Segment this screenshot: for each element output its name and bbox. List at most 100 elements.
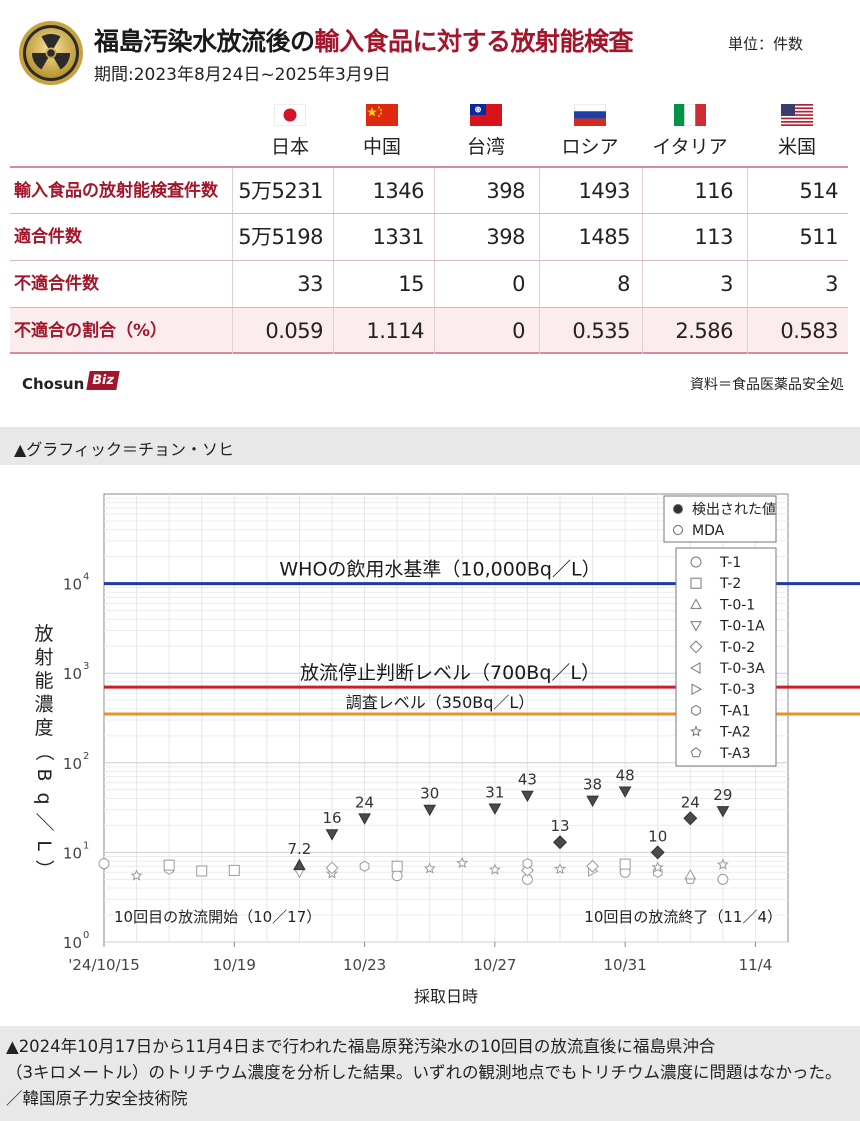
detected-point — [293, 858, 306, 871]
y-tick-label: 10 — [63, 934, 82, 952]
y-tick-exponent: 3 — [83, 661, 89, 672]
table-cell: 0 — [434, 308, 535, 354]
y-axis-title-char: 射 — [34, 647, 53, 669]
detected-point — [683, 811, 698, 826]
table-cell: 113 — [642, 214, 743, 260]
row-label: 輸入食品の放射能検査件数 — [14, 181, 218, 201]
legend-label: T-0-3A — [719, 661, 765, 677]
legend-marker — [690, 556, 702, 568]
table-row-failed: 不適合件数 33 15 0 8 3 3 — [10, 260, 848, 307]
italy-flag-icon — [674, 104, 706, 126]
data-label: 24 — [681, 793, 700, 811]
legend-marker — [690, 747, 702, 758]
brand-tag: Biz — [86, 371, 120, 390]
china-flag-icon — [366, 104, 398, 126]
graphic-credit-bar: ▲グラフィック＝チョン・ソヒ — [0, 427, 860, 465]
legend-label: MDA — [692, 523, 725, 539]
x-tick-label: 10/19 — [213, 956, 256, 974]
legend-label: T-A3 — [719, 746, 751, 762]
table-cell: 5万5198 — [232, 214, 333, 260]
reference-line-label: 調査レベル（350Bq／L） — [346, 693, 535, 712]
table-cell: 116 — [642, 168, 743, 214]
legend-label: T-A1 — [719, 703, 751, 719]
table-cell: 1493 — [539, 168, 640, 214]
country-name: 台湾 — [466, 136, 505, 158]
country-name: 中国 — [362, 136, 401, 158]
caption-line-3: ／韓国原子力安全技術院 — [6, 1089, 188, 1108]
country-header-italy: イタリア — [640, 98, 740, 166]
mda-point — [488, 863, 501, 875]
table-cell: 511 — [747, 214, 848, 260]
country-name: ロシア — [561, 136, 619, 158]
mda-point — [716, 858, 729, 870]
graphic-credit: ▲グラフィック＝チョン・ソヒ — [14, 440, 234, 459]
mda-point — [522, 858, 533, 870]
taiwan-flag-icon — [470, 104, 502, 126]
source-note: 資料＝食品医薬品安全処 — [690, 377, 844, 393]
inspection-table: 日本 中国 台湾 ロシア イタリア 米国 輸入食品の放射能検査件数 — [10, 98, 848, 354]
usa-flag-icon — [781, 104, 813, 126]
annotation-release-end: 10回目の放流終了（11／4） — [584, 908, 782, 926]
title-main: 福島汚染水放流後の — [94, 27, 315, 56]
legend-marker — [673, 525, 683, 535]
table-cell: 1485 — [539, 214, 640, 260]
y-axis-title-char: ／ — [33, 812, 55, 831]
y-axis-title-char: 度 — [34, 717, 53, 739]
y-axis-title-char: （ — [33, 742, 55, 761]
legend-label: T-0-2 — [719, 640, 755, 656]
mda-point — [553, 862, 567, 875]
mda-point — [228, 864, 240, 876]
x-tick-label: 10/31 — [604, 956, 647, 974]
table-row-passed: 適合件数 5万5198 1331 398 1485 113 511 — [10, 213, 848, 260]
caption-line-1: ▲2024年10月17日から11月4日まで行われた福島原発汚染水の10回目の放流… — [6, 1037, 716, 1056]
table-cell: 0 — [434, 261, 535, 307]
table-cell: 0.535 — [539, 308, 640, 354]
y-tick-label: 10 — [63, 665, 82, 683]
page-title: 福島汚染水放流後の輸入食品に対する放射能検査 — [94, 22, 634, 58]
mda-point — [651, 861, 664, 873]
data-label: 48 — [616, 766, 635, 784]
y-axis-title-char: L — [33, 840, 55, 851]
legend-label: T-0-1A — [719, 619, 765, 635]
row-label: 不適合の割合（%） — [14, 321, 168, 341]
data-label: 13 — [550, 817, 569, 835]
country-header-china: 中国 — [332, 98, 432, 166]
legend-marker — [690, 621, 702, 632]
row-label: 不適合件数 — [14, 274, 99, 294]
country-header-japan: 日本 — [240, 98, 340, 166]
mda-point — [456, 856, 469, 869]
legend-marker — [691, 704, 701, 716]
legend-marker — [673, 504, 683, 514]
y-tick-exponent: 2 — [83, 751, 89, 762]
x-tick-label: 11/4 — [739, 956, 773, 974]
table-cell: 514 — [747, 168, 848, 214]
x-tick-label: 10/23 — [343, 956, 386, 974]
y-axis-title-char: B — [33, 768, 55, 781]
mda-point — [359, 860, 370, 872]
country-header-usa: 米国 — [747, 98, 847, 166]
table-cell: 398 — [434, 214, 535, 260]
y-axis-title-char: 能 — [34, 670, 53, 692]
legend-label: T-A2 — [719, 725, 751, 741]
russia-flag-icon — [574, 104, 606, 126]
country-header-taiwan: 台湾 — [436, 98, 536, 166]
table-cell: 33 — [232, 261, 333, 307]
mda-point — [98, 858, 110, 870]
mda-point — [684, 868, 697, 880]
table-row-inspections: 輸入食品の放射能検査件数 5万5231 1346 398 1493 116 51… — [10, 166, 848, 214]
legend-marker — [689, 640, 703, 654]
detected-point — [716, 806, 730, 818]
row-label: 適合件数 — [14, 227, 82, 247]
y-axis-title-char: q — [33, 792, 55, 804]
table-cell: 3 — [642, 261, 743, 307]
legend-label: T-0-1 — [719, 597, 755, 613]
mda-point — [391, 860, 403, 872]
table-cell: 1346 — [333, 168, 434, 214]
brand-name: Chosun — [22, 375, 85, 393]
y-axis-title-char: 濃 — [34, 694, 53, 716]
legend-marker — [691, 683, 703, 696]
table-cell: 2.586 — [642, 308, 743, 354]
data-label: 31 — [485, 783, 504, 801]
mda-point — [130, 869, 143, 881]
x-tick-label: 10/27 — [473, 956, 516, 974]
